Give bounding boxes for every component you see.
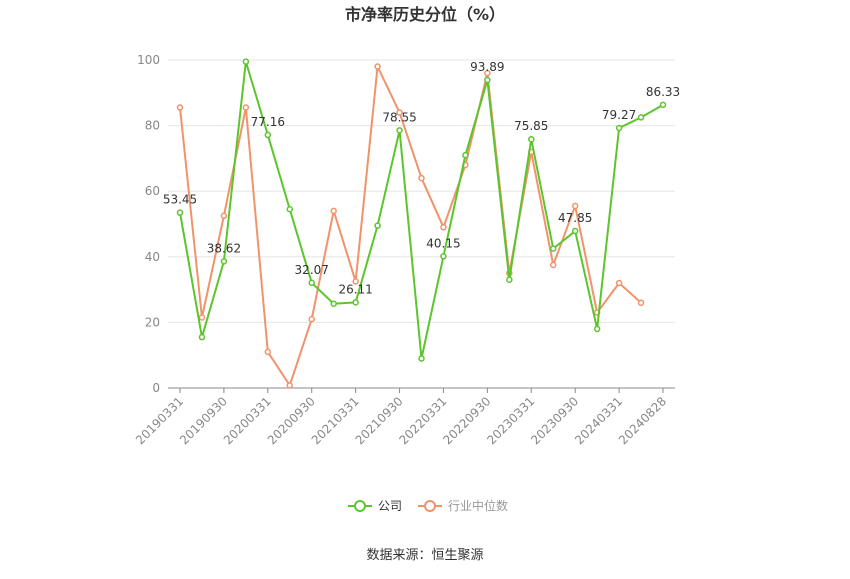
data-label: 40.15: [426, 236, 460, 250]
data-label: 79.27: [602, 108, 636, 122]
point: [440, 253, 447, 260]
point: [418, 355, 425, 362]
point: [242, 104, 250, 111]
point: [549, 245, 557, 252]
point: [176, 104, 184, 111]
point: [549, 261, 557, 269]
point: [462, 151, 469, 159]
point: [506, 276, 513, 284]
data-label: 32.07: [295, 263, 329, 277]
point: [374, 63, 381, 70]
point: [659, 101, 667, 109]
point: [352, 278, 359, 285]
y-tick-label: 80: [145, 119, 160, 133]
point: [330, 207, 337, 215]
point: [176, 209, 184, 216]
data-label: 26.11: [338, 282, 372, 296]
point: [571, 227, 579, 235]
legend-label: 行业中位数: [448, 498, 508, 513]
data-label: 75.85: [514, 119, 548, 133]
series-line: [179, 61, 664, 359]
data-label: 38.62: [207, 241, 241, 255]
point: [440, 224, 447, 231]
point: [571, 202, 579, 210]
point: [615, 279, 623, 287]
legend-marker: [424, 500, 436, 512]
series-line: [179, 62, 642, 388]
point: [528, 135, 535, 143]
point: [637, 299, 645, 306]
point: [593, 325, 601, 333]
point: [308, 315, 315, 323]
y-tick-label: 100: [137, 53, 160, 67]
point: [615, 124, 623, 132]
point: [264, 131, 272, 139]
point: [637, 114, 645, 121]
y-tick-label: 60: [145, 184, 160, 198]
point: [264, 348, 272, 356]
point: [396, 127, 403, 134]
data-label: 78.55: [382, 110, 416, 124]
point: [220, 258, 228, 265]
source: 数据来源：恒生聚源: [366, 548, 483, 563]
point: [198, 314, 206, 321]
point: [484, 69, 491, 77]
data-label: 47.85: [558, 211, 592, 225]
chart-title: 市净率历史分位（%）: [345, 5, 505, 24]
point: [198, 333, 206, 341]
point: [308, 279, 315, 287]
data-label: 77.16: [251, 115, 285, 129]
point: [352, 299, 359, 306]
x-tick-label: 20240828: [616, 394, 669, 447]
y-tick-label: 40: [145, 250, 160, 264]
point: [220, 212, 228, 220]
point: [374, 222, 381, 229]
point: [286, 382, 294, 389]
point: [484, 76, 491, 84]
legend-label: 公司: [378, 499, 402, 513]
y-tick-label: 20: [145, 315, 160, 329]
data-label: 93.89: [470, 60, 504, 74]
y-tick-label: 0: [152, 381, 160, 395]
point: [330, 300, 337, 307]
point: [286, 205, 294, 213]
data-label: 86.33: [646, 85, 680, 99]
point: [418, 174, 425, 182]
point: [242, 58, 250, 65]
point: [396, 109, 403, 116]
data-label: 53.45: [163, 193, 197, 207]
legend-marker: [354, 500, 366, 512]
